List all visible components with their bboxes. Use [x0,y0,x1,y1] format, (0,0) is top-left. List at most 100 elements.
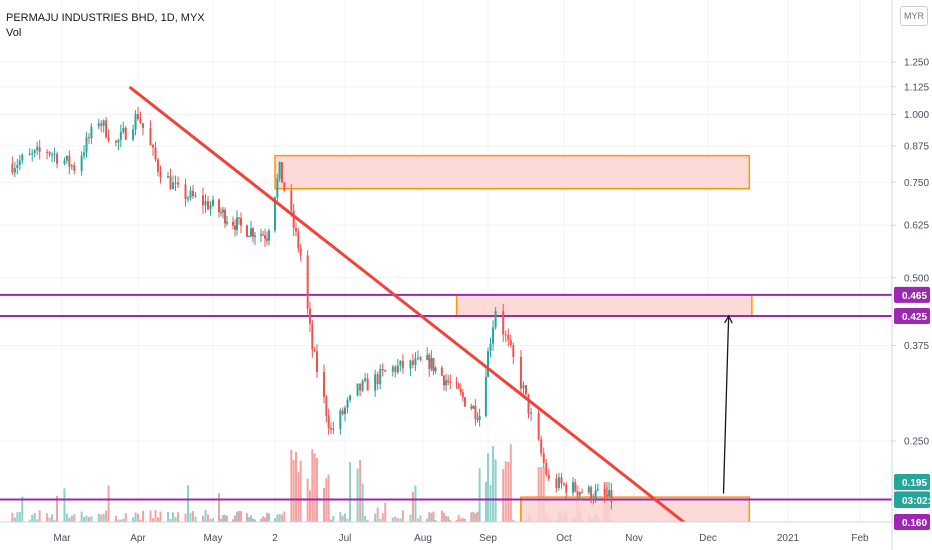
volume-bar [492,446,495,522]
candle-body [366,378,369,391]
volume-bar [540,467,543,522]
candle-body [476,418,479,420]
candle-body [264,235,266,239]
time-axis-label: Apr [130,533,146,544]
volume-bar [264,517,266,522]
candle-body [266,238,268,241]
volume-bar [463,518,466,522]
volume-bar [207,514,209,522]
candle-body [11,164,14,173]
candle-body [594,490,597,499]
bar-countdown-tag-bg [894,492,930,508]
candle-body [252,228,254,237]
volume-bar [461,518,464,522]
volume-bar [316,458,318,522]
candle-body [349,395,352,401]
candle-body [596,489,599,491]
candle-body [18,160,21,165]
volume-bar [16,512,19,522]
candle-body [432,358,435,372]
candle-body [478,415,481,420]
volume-bar [445,515,448,522]
candle-body [341,410,344,415]
candle-body [234,225,236,230]
volume-bar [70,515,73,522]
candle-body [384,370,387,372]
candle-body [268,230,270,241]
candle-body [374,374,377,391]
candle-body [236,217,238,230]
volume-bar [311,449,314,522]
volume-bar [470,512,473,522]
candle-body [359,383,362,391]
volume-bar [379,518,382,522]
volume-bar [33,513,36,522]
candle-body [21,154,24,161]
currency-button[interactable]: MYR [900,6,928,26]
candle-body [401,360,404,369]
volume-bar [53,519,56,522]
candle-body [290,190,293,211]
volume-bar [11,512,14,522]
volume-bar [90,516,93,522]
candle-body [283,182,286,191]
candle-body [85,137,88,153]
volume-bar [224,514,226,522]
volume-bar [102,513,105,522]
candle-body [169,175,172,190]
price-axis-label: 1.125 [904,82,929,93]
volume-bar [134,512,137,522]
last-price-tag: 0.195 [902,478,927,489]
volume-bar [236,511,238,522]
candle-body [240,218,242,226]
candle-body [124,127,127,140]
candle-body [48,152,51,155]
candle-body [339,410,342,429]
time-axis-label: Sep [479,533,497,544]
candle-body [504,334,507,336]
candle-body [90,126,93,139]
candle-body [430,358,433,369]
candle-body [428,354,431,369]
volume-bar [246,513,248,522]
volume-bar [262,516,264,522]
volume-bar [455,519,458,522]
candle-body [442,375,445,386]
candle-body [276,178,279,198]
volume-bar [414,485,417,522]
time-axis-label: Aug [414,533,432,544]
volume-bar [250,515,252,522]
volume-bar [449,519,452,522]
candle-body [36,147,39,151]
candle-body [87,137,90,139]
candle-body [592,498,595,500]
candle-body [330,427,332,430]
candle-body [260,234,262,236]
candle-body [53,153,56,155]
candle-body [167,175,169,178]
volume-bar [384,502,387,522]
volume-bar [442,512,445,522]
candle-body [122,127,125,132]
volume-bar [187,485,189,522]
zone-rectangle [520,496,751,524]
volume-bar [374,513,377,522]
candle-body [149,127,152,146]
volume-bar [323,488,325,522]
volume-bar [260,518,262,522]
candle-body [527,394,530,414]
candle-body [560,477,563,484]
candle-body [332,428,335,430]
candle-body [83,152,86,156]
candle-body [192,190,194,197]
volume-bar [376,507,379,522]
candle-body [563,483,565,485]
candle-body [545,463,548,475]
candle-body [502,310,505,335]
candle-body [248,236,250,238]
time-axis-label: 2021 [777,533,800,544]
volume-bar [381,513,384,522]
volume-indicator-label[interactable]: Vol [6,27,22,39]
volume-bar [189,512,192,522]
